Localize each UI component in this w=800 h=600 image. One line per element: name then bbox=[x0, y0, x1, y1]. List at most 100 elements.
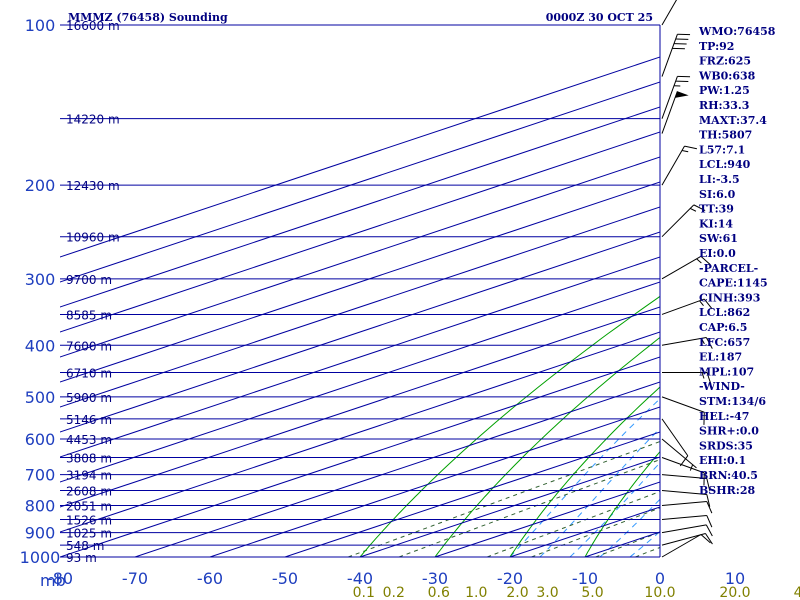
index-row: RH:33.3 bbox=[699, 99, 749, 112]
index-row: SW:61 bbox=[699, 232, 738, 245]
mixing-ratio-label: 10.0 bbox=[644, 585, 675, 600]
isotherm bbox=[60, 231, 660, 433]
wind-barb-half-flag bbox=[696, 258, 702, 264]
temperature-label: 10 bbox=[725, 569, 745, 588]
isotherm bbox=[60, 181, 660, 383]
wind-barb-flag bbox=[705, 524, 713, 537]
wind-barb-flag bbox=[706, 515, 713, 528]
height-label: 1526 m bbox=[66, 513, 112, 527]
isotherm bbox=[134, 381, 660, 557]
isotherm bbox=[60, 281, 660, 483]
wind-barb bbox=[661, 438, 697, 471]
wind-barb-staff bbox=[661, 76, 678, 119]
height-label: 3194 m bbox=[66, 469, 112, 483]
pressure-label: 700 bbox=[25, 466, 56, 485]
wind-barb-staff bbox=[661, 533, 706, 546]
index-row: LCL:862 bbox=[699, 306, 750, 319]
wind-barb bbox=[661, 533, 713, 546]
index-row: SI:6.0 bbox=[699, 188, 736, 201]
wind-barb bbox=[661, 204, 706, 238]
wind-barb-flag bbox=[700, 255, 711, 266]
wind-barb-flag bbox=[706, 494, 711, 507]
isotherm bbox=[60, 331, 660, 533]
wind-barb bbox=[661, 33, 691, 77]
moist-adiabat bbox=[569, 461, 660, 557]
index-row: WB0:638 bbox=[698, 69, 756, 82]
index-row: LI:-3.5 bbox=[699, 173, 740, 186]
index-row: -WIND- bbox=[699, 380, 745, 393]
isotherm bbox=[60, 256, 660, 458]
index-row: KI:14 bbox=[699, 217, 733, 230]
height-label: 3808 m bbox=[66, 451, 112, 465]
wind-barb-flag bbox=[706, 372, 712, 385]
index-row: L57:7.1 bbox=[699, 143, 745, 156]
plot-area bbox=[60, 24, 661, 558]
wind-barb-staff bbox=[661, 145, 685, 186]
index-row: TH:5807 bbox=[699, 129, 752, 142]
isotherm bbox=[60, 106, 660, 308]
height-label: 9700 m bbox=[66, 273, 112, 287]
index-row: STM:134/6 bbox=[699, 395, 766, 408]
temperature-label: -80 bbox=[47, 569, 73, 588]
index-row: BRN:40.5 bbox=[699, 469, 758, 482]
pressure-label: 800 bbox=[25, 496, 56, 515]
moist-adiabat bbox=[599, 498, 660, 557]
wind-barb-staff bbox=[661, 490, 707, 495]
index-row: EL:187 bbox=[699, 351, 742, 364]
height-label: 7600 m bbox=[66, 339, 112, 353]
wind-barb-half-flag bbox=[689, 464, 694, 471]
height-label: 5900 m bbox=[66, 391, 112, 405]
temperature-label: -50 bbox=[272, 569, 298, 588]
index-row: EI:0.0 bbox=[699, 247, 736, 260]
pressure-label: 100 bbox=[25, 16, 56, 35]
mixing-ratio-label: 5.0 bbox=[581, 585, 603, 600]
pressure-label: 300 bbox=[25, 270, 56, 289]
temperature-label: -40 bbox=[347, 569, 373, 588]
wind-barb-staff bbox=[661, 534, 702, 558]
wind-barb bbox=[661, 524, 713, 537]
wind-barb bbox=[661, 75, 691, 119]
wind-barb-staff bbox=[661, 336, 707, 346]
chart-datetime: 0000Z 30 OCT 25 bbox=[546, 11, 653, 24]
index-row: MPL:107 bbox=[699, 365, 754, 378]
mixing-ratio-label: 0.6 bbox=[428, 585, 450, 600]
isotherm bbox=[60, 356, 660, 557]
index-row: HEL:-47 bbox=[699, 410, 749, 423]
wind-barb-flag bbox=[684, 145, 697, 150]
moist-adiabat bbox=[509, 398, 660, 557]
mixing-ratio-label: 40 bbox=[794, 585, 800, 600]
wind-barb-flag bbox=[693, 204, 706, 211]
index-row: LFC:657 bbox=[699, 336, 750, 349]
wind-barb-half-flag bbox=[690, 207, 697, 212]
wind-barb-staff bbox=[661, 501, 707, 506]
wind-barb-flag bbox=[700, 534, 711, 544]
temperature-label: -10 bbox=[572, 569, 598, 588]
isotherms bbox=[60, 56, 660, 557]
wind-barb-flag bbox=[703, 298, 713, 310]
index-row: -PARCEL- bbox=[699, 262, 758, 275]
temperature-label: -30 bbox=[422, 569, 448, 588]
wind-barb bbox=[661, 0, 678, 26]
height-label: 6710 m bbox=[66, 367, 112, 381]
wind-barb bbox=[661, 501, 713, 514]
height-label: 4453 m bbox=[66, 433, 112, 447]
wind-barb-staff bbox=[661, 418, 689, 457]
height-label: 2051 m bbox=[66, 499, 112, 513]
wind-barb-pennant bbox=[674, 91, 689, 98]
wind-barb bbox=[661, 336, 713, 349]
index-row: SHR+:0.0 bbox=[699, 425, 759, 438]
index-row: FRZ:625 bbox=[699, 55, 751, 68]
wind-barb bbox=[661, 457, 705, 486]
temperature-label: 0 bbox=[655, 569, 665, 588]
index-row: CAPE:1145 bbox=[699, 277, 768, 290]
index-row: CAP:6.5 bbox=[699, 321, 747, 334]
wind-barb-half-flag bbox=[681, 150, 689, 153]
isotherm bbox=[60, 81, 660, 283]
wind-barb bbox=[661, 145, 697, 186]
wind-barb-half-flag bbox=[699, 300, 704, 307]
isotherm bbox=[60, 306, 660, 508]
wind-barb bbox=[662, 372, 712, 385]
height-label: 1025 m bbox=[66, 527, 112, 541]
